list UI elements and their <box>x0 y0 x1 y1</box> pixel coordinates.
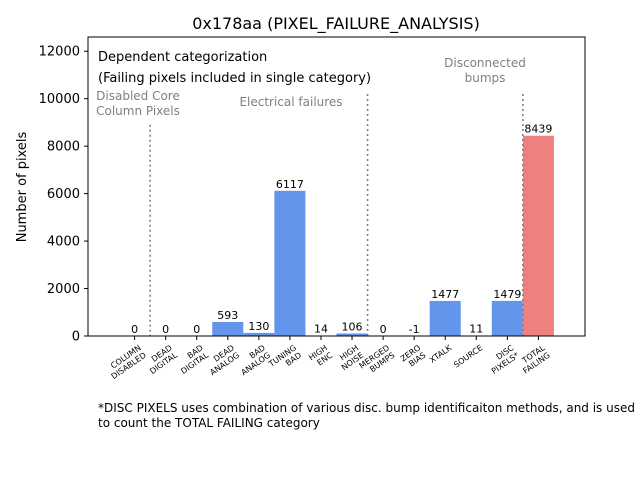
data-label: 1479 <box>493 288 521 301</box>
chart-title: 0x178aa (PIXEL_FAILURE_ANALYSIS) <box>192 14 480 34</box>
x-tick-label: DEADDIGITAL <box>143 343 179 376</box>
x-tick-label: BADDIGITAL <box>174 343 210 376</box>
bar <box>429 300 461 336</box>
bar <box>336 333 368 336</box>
y-axis-label: Number of pixels <box>15 131 30 242</box>
x-tick-label: DEADANALOG <box>203 343 241 377</box>
data-label: 106 <box>342 320 363 333</box>
section-label: Electrical failures <box>239 95 342 109</box>
x-tick-label: ZEROBIAS <box>399 343 428 371</box>
data-label: 0 <box>131 323 138 336</box>
info-text: Dependent categorization <box>98 50 267 65</box>
section-label: Disconnected <box>444 56 526 70</box>
data-label: 593 <box>217 309 238 322</box>
bar <box>274 190 306 336</box>
x-tick-label: TOTALFAILING <box>516 343 552 376</box>
bar <box>491 300 523 336</box>
data-label: 14 <box>314 323 328 336</box>
y-tick-label: 8000 <box>47 140 80 155</box>
info-text: (Failing pixels included in single categ… <box>98 71 371 86</box>
plot-area: 0 0 0 593 130 6117 14 106 0 -1 1477 11 1479 8439 Disab… <box>39 36 586 381</box>
x-tick-label: SOURCE <box>452 343 484 369</box>
x-tick-label: TUNINGBAD <box>266 343 303 376</box>
section-label: bumps <box>465 71 506 85</box>
data-label: 8439 <box>524 123 552 136</box>
y-tick-label: 10000 <box>39 92 80 107</box>
x-tick-label: DISCPIXELS* <box>485 343 521 376</box>
data-label: 130 <box>248 320 269 333</box>
axes-frame <box>87 36 586 337</box>
data-label: 6117 <box>276 178 304 191</box>
y-tick-label: 0 <box>72 330 80 345</box>
data-label: 0 <box>380 323 387 336</box>
bar <box>522 135 554 336</box>
y-tick-label: 12000 <box>39 45 80 60</box>
x-tick-label: BADANALOG <box>234 343 272 377</box>
y-tick-label: 2000 <box>47 282 80 297</box>
y-tick-label: 4000 <box>47 235 80 250</box>
section-label: Column Pixels <box>96 104 180 118</box>
bar <box>243 332 275 336</box>
data-label: 11 <box>469 323 483 336</box>
x-tick-label: XTALK <box>428 343 454 365</box>
y-tick-label: 6000 <box>47 187 80 202</box>
x-tick-label: MERGEDBUMPS <box>357 343 396 378</box>
x-tick-label: COLUMNDISABLED <box>104 343 147 381</box>
section-label: Disabled Core <box>96 89 180 103</box>
bar <box>212 321 244 336</box>
x-tick-label: HIGHENC <box>307 343 335 370</box>
data-label: 0 <box>193 323 200 336</box>
data-label: -1 <box>409 323 420 336</box>
data-label: 0 <box>162 323 169 336</box>
data-label: 1477 <box>431 288 459 301</box>
footnote: *DISC PIXELS uses combination of various… <box>98 401 635 430</box>
